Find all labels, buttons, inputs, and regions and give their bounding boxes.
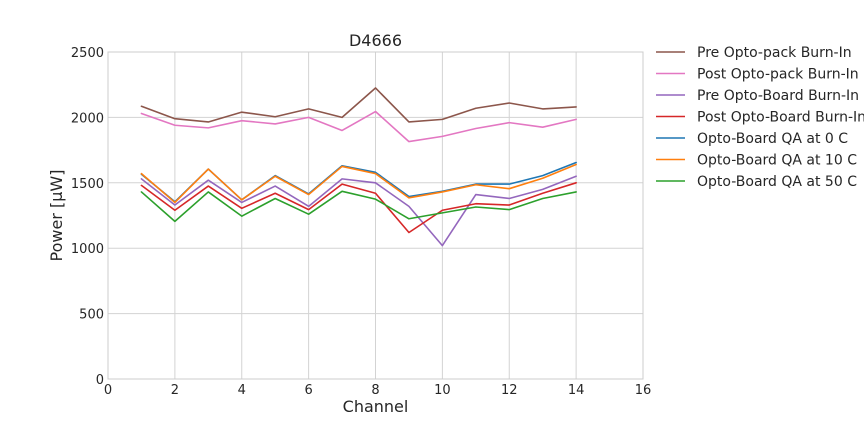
legend-label: Opto-Board QA at 10 C: [697, 153, 857, 169]
legend-item: Pre Opto-Board Burn-In: [656, 88, 859, 104]
x-tick-label: 0: [104, 383, 112, 398]
legend-label: Post Opto-Board Burn-In: [697, 110, 864, 126]
legend-label: Opto-Board QA at 50 C: [697, 174, 857, 190]
y-axis-label: Power [μW]: [47, 170, 66, 262]
legend-item: Opto-Board QA at 50 C: [656, 174, 857, 190]
legend-item: Opto-Board QA at 10 C: [656, 153, 857, 169]
legend-label: Opto-Board QA at 0 C: [697, 131, 848, 147]
legend: Pre Opto-pack Burn-In Post Opto-pack Burn…: [656, 45, 864, 190]
y-tick-label: 1500: [71, 177, 104, 192]
y-tick-label: 500: [79, 308, 104, 323]
series-line: [140, 87, 577, 123]
series-line: [140, 110, 577, 143]
series-layer: [140, 87, 577, 247]
legend-item: Post Opto-pack Burn-In: [656, 67, 859, 83]
x-tick-label: 8: [371, 383, 379, 398]
x-tick-label: 2: [171, 383, 179, 398]
x-tick-label: 16: [635, 383, 652, 398]
legend-label: Pre Opto-pack Burn-In: [697, 45, 852, 61]
plot-frame: [107, 51, 644, 380]
y-tick-label: 2000: [71, 111, 104, 126]
legend-item: Pre Opto-pack Burn-In: [656, 45, 852, 61]
series-line: [140, 163, 577, 204]
legend-item: Opto-Board QA at 0 C: [656, 131, 848, 147]
x-gridlines: [107, 52, 644, 379]
y-tick-label: 1000: [71, 242, 104, 257]
series-line: [140, 175, 577, 247]
x-tick-label: 12: [501, 383, 518, 398]
x-axis-label: Channel: [343, 397, 409, 416]
x-tick-label: 6: [304, 383, 312, 398]
y-tick-label: 0: [96, 373, 104, 388]
x-tick-label: 10: [434, 383, 451, 398]
chart-title: D4666: [349, 31, 402, 50]
x-tick-label: 4: [238, 383, 246, 398]
y-tick-labels: 0 500 1000 1500 2000 2500: [71, 46, 104, 388]
legend-label: Pre Opto-Board Burn-In: [697, 88, 859, 104]
legend-item: Post Opto-Board Burn-In: [656, 110, 864, 126]
x-tick-labels: 0 2 4 6 8 10 12 14 16: [104, 383, 651, 398]
series-line: [140, 182, 577, 234]
series-line: [140, 190, 577, 223]
y-tick-label: 2500: [71, 46, 104, 61]
x-tick-label: 14: [568, 383, 585, 398]
legend-label: Post Opto-pack Burn-In: [697, 67, 859, 83]
